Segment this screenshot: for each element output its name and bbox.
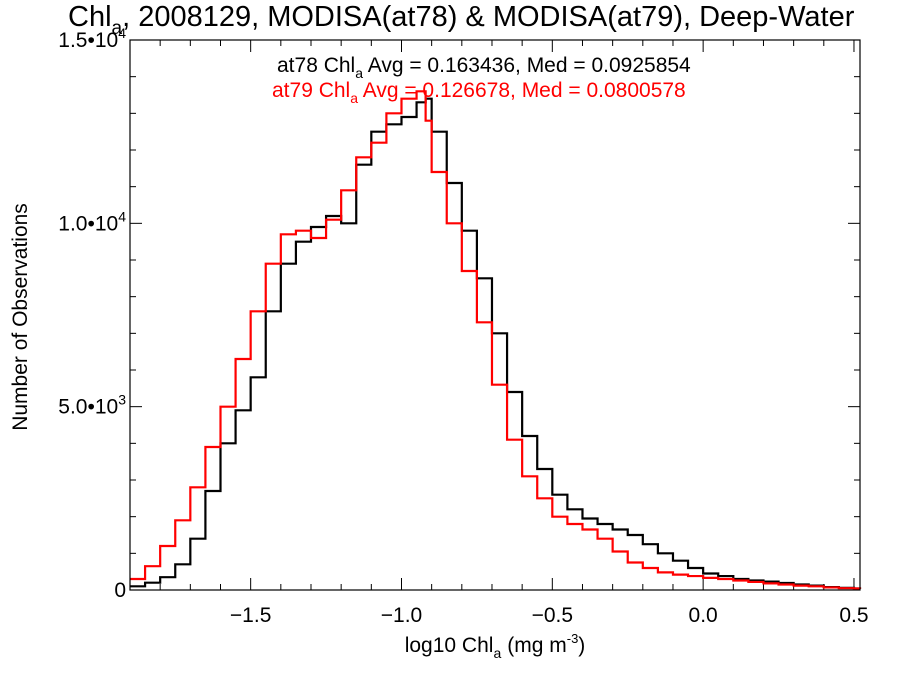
y-tick-label: 1.0•104 xyxy=(58,208,126,235)
x-axis-label-end: ) xyxy=(578,634,585,657)
y-axis-label: Number of Observations xyxy=(9,203,32,431)
annotation-at79: at79 Chla Avg = 0.126678, Med = 0.080057… xyxy=(272,79,686,106)
y-tick-label-exp: 4 xyxy=(118,208,126,224)
x-axis-label-sub: a xyxy=(493,645,501,661)
series-layer xyxy=(130,90,862,590)
chart-title: Chla, 2008129, MODISA(at78) & MODISA(at7… xyxy=(68,1,855,39)
y-tick-label-exp: 4 xyxy=(118,25,126,41)
y-tick-label-base: 1.5•10 xyxy=(58,29,118,52)
annotation-at78-sub: a xyxy=(355,65,363,81)
annotation-at78-pre: at78 Chl xyxy=(277,54,355,77)
annotation-at79-post: Avg = 0.126678, Med = 0.0800578 xyxy=(358,79,686,102)
plot-frame xyxy=(129,39,861,591)
chart-title-sub: a xyxy=(112,18,123,39)
x-axis-label-main: log10 Chl xyxy=(405,634,494,657)
annotation-at79-pre: at79 Chl xyxy=(272,79,350,102)
chart-title-main: Chl xyxy=(68,1,112,33)
x-tick-label: 0.5 xyxy=(839,604,868,627)
y-tick-label-base: 1.0•10 xyxy=(58,212,118,235)
x-tick-label: 0.0 xyxy=(689,604,718,627)
y-tick-label: 1.5•104 xyxy=(58,25,126,52)
y-tick-label-exp: 3 xyxy=(118,392,126,408)
annotation-at78: at78 Chla Avg = 0.163436, Med = 0.092585… xyxy=(277,54,691,81)
series-at78-line xyxy=(130,97,862,590)
x-tick-label: −1.5 xyxy=(230,604,271,627)
annotation-at79-sub: a xyxy=(350,90,358,106)
x-tick-label: −1.0 xyxy=(381,604,422,627)
axis-ticks xyxy=(129,39,860,591)
y-tick-label: 5.0•103 xyxy=(58,392,126,419)
x-axis-label-sup: -3 xyxy=(567,631,579,646)
chart-title-rest: , 2008129, MODISA(at78) & MODISA(at79), … xyxy=(122,1,855,33)
x-tick-label: −0.5 xyxy=(532,604,573,627)
series-at79-line xyxy=(130,90,862,590)
y-tick-label-base: 0 xyxy=(114,579,126,602)
y-tick-label: 0 xyxy=(114,579,126,602)
x-axis-label: log10 Chla (mg m-3) xyxy=(405,631,586,661)
x-axis-label-units: (mg m xyxy=(507,634,567,657)
annotation-at78-post: Avg = 0.163436, Med = 0.0925854 xyxy=(363,54,691,77)
y-tick-label-base: 5.0•10 xyxy=(58,396,118,419)
